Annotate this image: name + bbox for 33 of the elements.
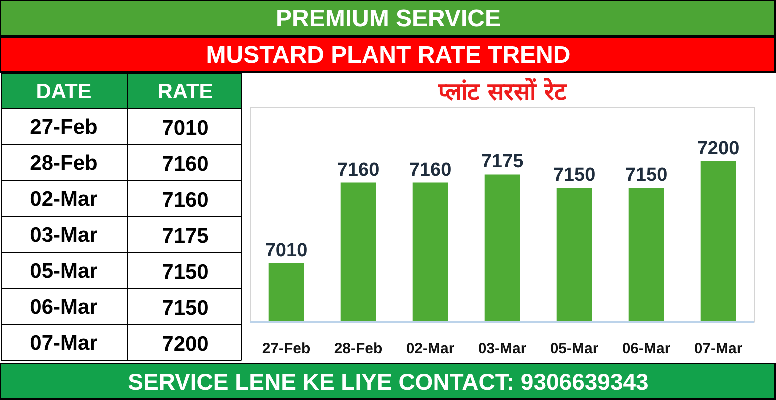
category-label: 27-Feb xyxy=(30,116,98,139)
data-label: 7160 xyxy=(409,160,452,181)
text: 7010 xyxy=(162,117,209,140)
x-tick-label: 03-Mar xyxy=(478,340,527,358)
text: 7160 xyxy=(162,189,209,212)
data-label: 7010 xyxy=(265,240,308,262)
data-label: 7150 xyxy=(553,165,596,186)
text: PREMIUM SERVICE xyxy=(276,6,501,32)
data-label: 7175 xyxy=(481,152,524,173)
data-label: 7200 xyxy=(697,138,740,160)
x-tick-label: 02-Mar xyxy=(406,340,455,358)
x-tick-label: 27-Feb xyxy=(262,340,311,358)
text: SERVICE LENE KE LIYE CONTACT: 9306639343 xyxy=(128,369,649,395)
x-tick-label: 28-Feb xyxy=(334,340,383,358)
text: 7150 xyxy=(162,297,209,320)
text: RATE xyxy=(158,80,214,104)
x-tick-label: 05-Mar xyxy=(550,340,599,358)
category-label: 06-Mar xyxy=(30,296,98,319)
text: 7160 xyxy=(162,153,209,176)
text: 7150 xyxy=(162,261,209,284)
category-label: 05-Mar xyxy=(30,260,98,283)
data-label: 7150 xyxy=(625,165,668,186)
x-tick-label: 06-Mar xyxy=(622,340,671,358)
category-label: 03-Mar xyxy=(30,224,98,247)
chart-subtitle: प्लांट सरसों रेट xyxy=(438,78,568,106)
category-label: 02-Mar xyxy=(30,188,98,211)
category-label: 28-Feb xyxy=(30,152,98,175)
text: 7175 xyxy=(162,225,209,248)
text: DATE xyxy=(36,80,92,104)
data-label: 7160 xyxy=(337,160,380,181)
text: 7200 xyxy=(162,333,209,356)
x-tick-label: 07-Mar xyxy=(694,340,743,358)
chart-title: MUSTARD PLANT RATE TREND xyxy=(206,42,571,69)
